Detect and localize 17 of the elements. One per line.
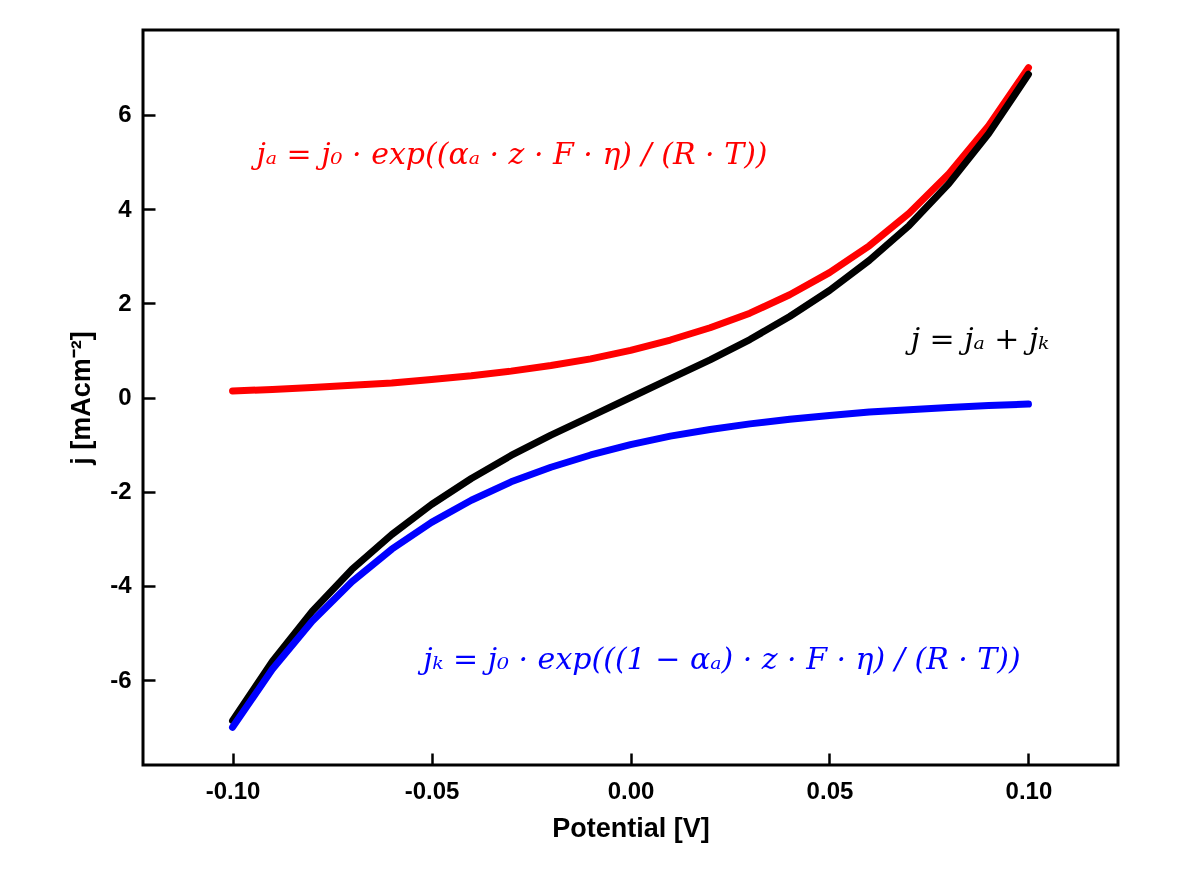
text: jₐ = j₀ · exp((αₐ · z · F · η) / (R · T)) [250, 136, 768, 171]
x-tick-label: 0.00 [607, 776, 655, 804]
x-tick-label: 0.05 [806, 776, 854, 804]
y-tick-label: 4 [118, 194, 133, 222]
y-tick-label: -6 [110, 665, 132, 693]
y-tick-label: 0 [118, 383, 132, 410]
y-tick-label: 6 [118, 100, 132, 128]
y-tick-label: 2 [118, 288, 132, 316]
text: jₖ = j₀ · exp(((1 − αₐ) · z · F · η) / (R · T)) [417, 641, 1021, 676]
x-axis-title: Potential [V] [552, 812, 710, 843]
x-tick-label: 0.10 [1005, 776, 1053, 804]
text: j = jₐ + jₖ [904, 321, 1050, 356]
y-tick-label: -4 [110, 571, 133, 599]
y-tick-label: -2 [110, 477, 132, 505]
y-axis-title: j [mAcm⁻²] [66, 331, 97, 466]
x-tick-label: -0.10 [205, 776, 261, 804]
x-tick-label: -0.05 [404, 776, 460, 804]
